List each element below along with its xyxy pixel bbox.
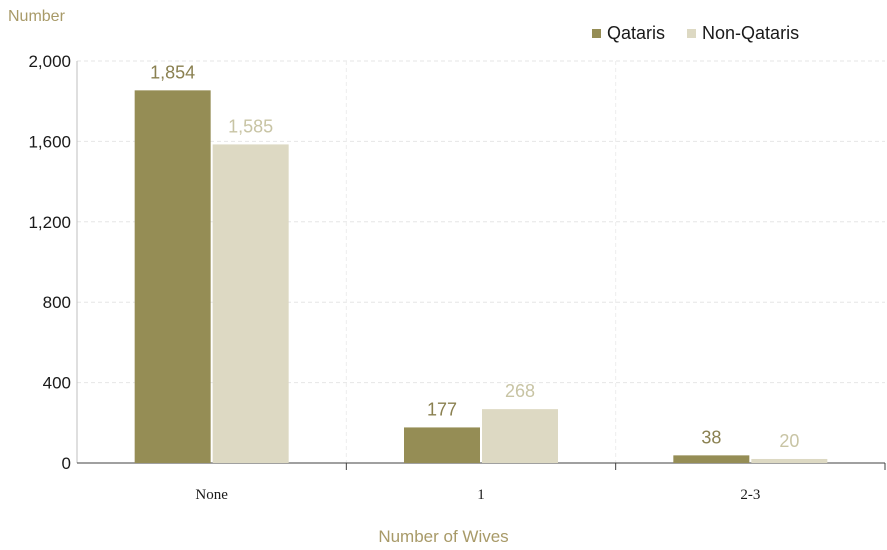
y-tick-label: 1,600 [28, 132, 71, 151]
bar-non-qataris [212, 144, 289, 464]
y-axis-title: Number [8, 8, 65, 25]
legend-swatch-non-qataris [687, 29, 697, 38]
x-tick-label: 2-3 [740, 487, 760, 503]
x-tick-label: None [195, 487, 228, 503]
y-tick-label: 800 [43, 293, 71, 312]
bar-qataris [404, 427, 480, 463]
data-label: 268 [505, 381, 535, 401]
y-tick-label: 2,000 [28, 52, 71, 71]
y-tick-label: 400 [43, 374, 71, 393]
x-tick-label: 1 [477, 487, 485, 503]
bar-qataris [134, 90, 211, 463]
legend-item-non-qataris: Non-Qataris [687, 23, 799, 44]
y-tick-label: 1,200 [28, 213, 71, 232]
bar-qataris [673, 455, 750, 463]
legend-label-non-qataris: Non-Qataris [702, 23, 800, 43]
x-axis-title: Number of Wives [378, 527, 509, 546]
legend-label-qataris: Qataris [607, 23, 666, 43]
data-label: 38 [701, 427, 721, 447]
legend-swatch-qataris [592, 29, 601, 38]
data-label: 1,854 [150, 62, 195, 82]
legend-item-qataris: Qataris [592, 23, 665, 44]
legend: Qataris Non-Qataris [592, 23, 821, 44]
bar-non-qataris [751, 458, 828, 463]
data-label: 177 [427, 399, 457, 419]
data-label: 20 [779, 431, 799, 451]
bar-non-qataris [482, 409, 558, 463]
y-tick-label: 0 [62, 454, 71, 473]
data-label: 1,585 [228, 116, 273, 136]
